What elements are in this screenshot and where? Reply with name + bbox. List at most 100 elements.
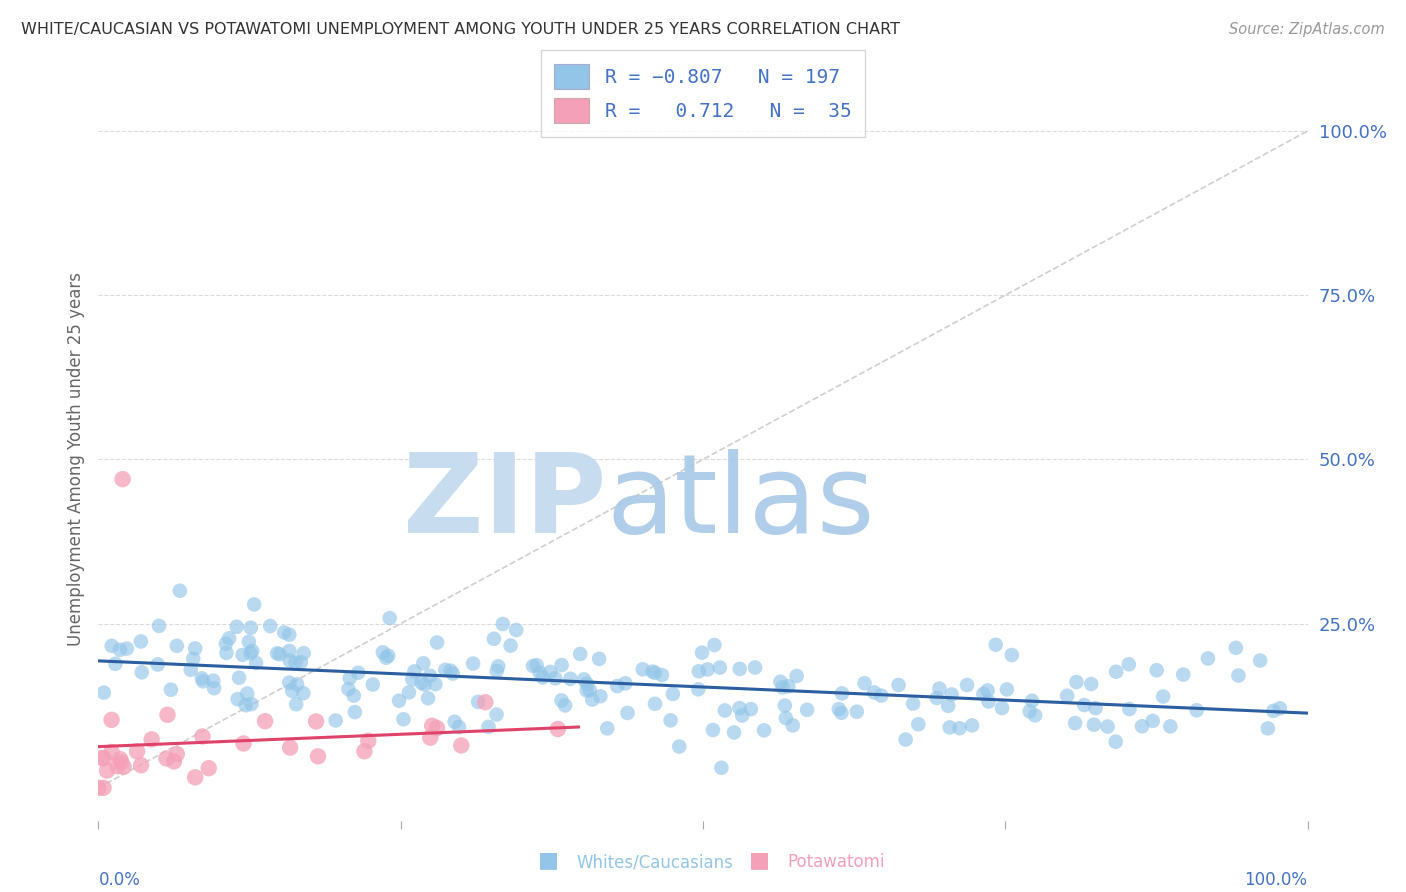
Point [419, 731, 441, 745]
Point [239, 621, 262, 635]
Point [240, 644, 263, 658]
Point [243, 598, 266, 612]
Point [786, 669, 808, 683]
Point [375, 650, 398, 665]
Point [1080, 677, 1102, 691]
Point [588, 652, 610, 666]
Point [644, 697, 666, 711]
Point [960, 718, 983, 732]
Text: Potawatomi: Potawatomi [787, 854, 884, 871]
Point [278, 644, 301, 658]
Point [131, 665, 153, 680]
Point [420, 719, 443, 733]
Point [96, 764, 118, 778]
Point [778, 679, 800, 693]
Point [426, 635, 449, 649]
Point [531, 670, 554, 684]
Point [782, 718, 804, 732]
Point [1142, 714, 1164, 728]
Point [1118, 702, 1140, 716]
Point [589, 690, 612, 704]
Point [976, 683, 998, 698]
Point [325, 714, 347, 728]
Point [941, 688, 963, 702]
Point [238, 634, 260, 648]
Point [434, 663, 457, 677]
Point [156, 707, 179, 722]
Point [614, 676, 637, 690]
Point [278, 675, 301, 690]
Point [1173, 667, 1195, 681]
Text: ■: ■ [749, 850, 769, 870]
Point [163, 755, 186, 769]
Point [853, 676, 876, 690]
Point [239, 646, 262, 660]
Point [254, 714, 277, 729]
Point [631, 662, 654, 676]
Point [740, 702, 762, 716]
Point [1268, 701, 1291, 715]
Point [388, 694, 411, 708]
Point [218, 632, 240, 646]
Point [709, 660, 731, 674]
Point [659, 714, 682, 728]
Text: ■: ■ [538, 850, 558, 870]
Point [191, 730, 214, 744]
Point [305, 714, 328, 729]
Point [232, 648, 254, 662]
Point [180, 663, 202, 677]
Point [284, 656, 307, 670]
Point [225, 620, 247, 634]
Point [796, 703, 818, 717]
Point [337, 682, 360, 697]
Point [181, 652, 204, 666]
Point [281, 684, 304, 698]
Text: Source: ZipAtlas.com: Source: ZipAtlas.com [1229, 22, 1385, 37]
Point [688, 682, 710, 697]
Point [443, 714, 465, 729]
Point [1118, 657, 1140, 672]
Point [616, 706, 638, 720]
Point [1073, 698, 1095, 712]
Point [486, 659, 509, 673]
Point [292, 686, 315, 700]
Point [278, 740, 301, 755]
Point [894, 732, 917, 747]
Point [1130, 719, 1153, 733]
Point [148, 619, 170, 633]
Point [662, 687, 685, 701]
Point [202, 681, 225, 696]
Point [100, 745, 122, 759]
Point [87, 780, 110, 795]
Point [104, 657, 127, 671]
Point [936, 698, 959, 713]
Point [166, 639, 188, 653]
Point [278, 628, 301, 642]
Point [1105, 665, 1128, 679]
Point [425, 677, 447, 691]
Point [830, 706, 852, 720]
Point [416, 691, 439, 706]
Point [245, 656, 267, 670]
Point [1066, 675, 1088, 690]
Point [544, 671, 567, 685]
Point [702, 723, 724, 737]
Point [461, 657, 484, 671]
Point [772, 681, 794, 695]
Point [426, 721, 449, 735]
Text: 0.0%: 0.0% [98, 871, 141, 889]
Point [1197, 651, 1219, 665]
Point [744, 660, 766, 674]
Point [569, 647, 592, 661]
Point [1263, 704, 1285, 718]
Point [292, 646, 315, 660]
Point [560, 672, 582, 686]
Point [110, 752, 132, 766]
Point [710, 761, 733, 775]
Point [285, 677, 308, 691]
Point [1018, 704, 1040, 718]
Point [93, 780, 115, 795]
Point [100, 639, 122, 653]
Point [775, 711, 797, 725]
Point [547, 722, 569, 736]
